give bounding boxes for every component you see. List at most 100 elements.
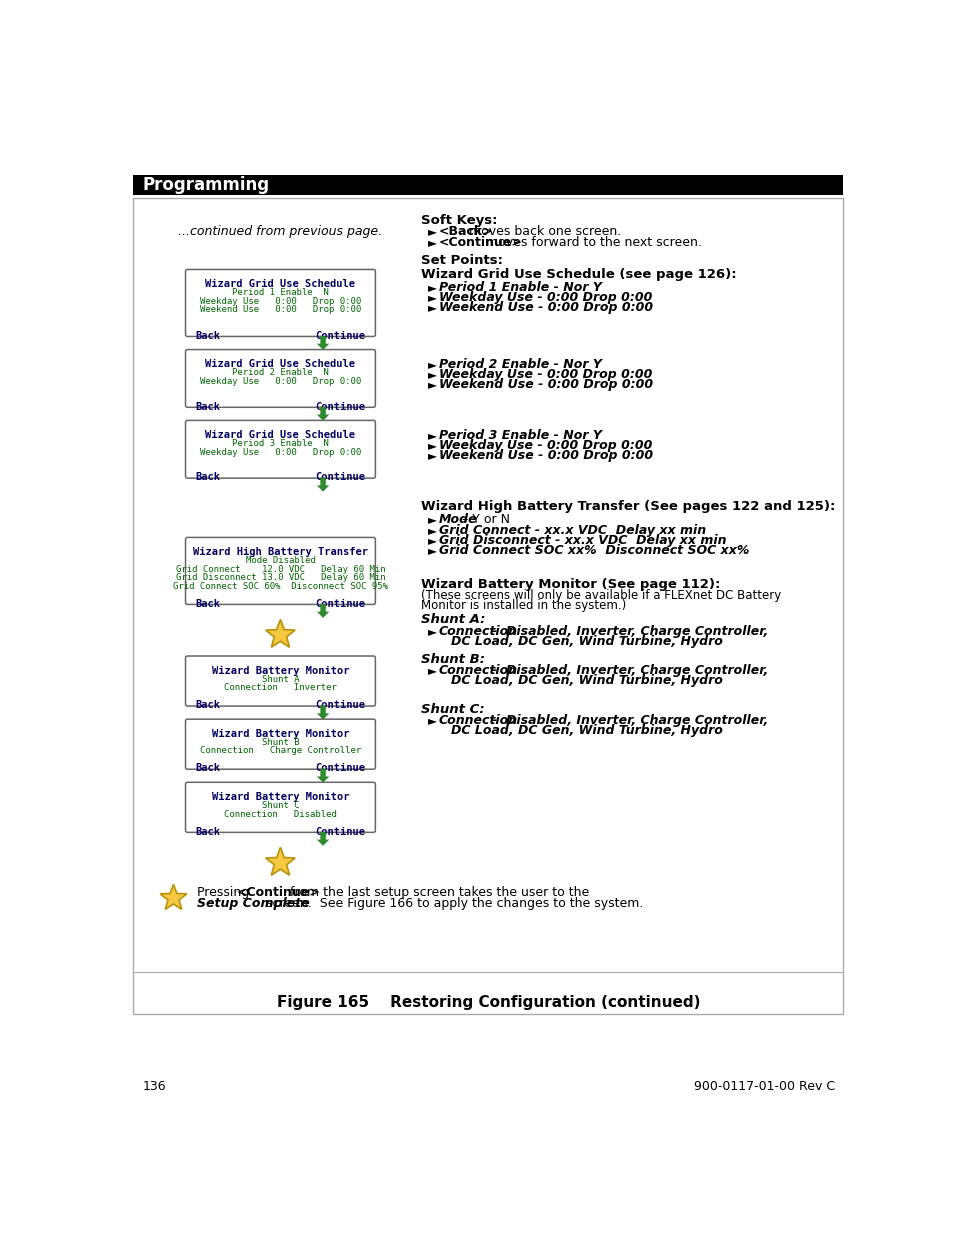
- Text: Weekend Use   0:00   Drop 0:00: Weekend Use 0:00 Drop 0:00: [199, 305, 360, 314]
- Text: ►: ►: [427, 236, 436, 249]
- Polygon shape: [316, 769, 329, 783]
- Text: Wizard Battery Monitor: Wizard Battery Monitor: [212, 666, 349, 676]
- Polygon shape: [316, 478, 329, 492]
- Text: ►: ►: [427, 664, 436, 677]
- Text: Grid Disconnect - xx.x VDC  Delay xx min: Grid Disconnect - xx.x VDC Delay xx min: [438, 534, 725, 547]
- Text: Continue: Continue: [315, 472, 365, 483]
- Text: ►: ►: [427, 291, 436, 304]
- Text: moves forward to the next screen.: moves forward to the next screen.: [482, 236, 701, 249]
- Text: Back: Back: [195, 826, 220, 836]
- FancyBboxPatch shape: [185, 782, 375, 832]
- Text: Weekday Use - 0:00 Drop 0:00: Weekday Use - 0:00 Drop 0:00: [438, 440, 651, 452]
- Text: ►: ►: [427, 225, 436, 238]
- Text: Continue: Continue: [315, 599, 365, 609]
- Text: (These screens will only be available if a FLEXnet DC Battery: (These screens will only be available if…: [421, 589, 781, 603]
- Text: Shunt A: Shunt A: [261, 674, 299, 684]
- Text: Connection   Inverter: Connection Inverter: [224, 683, 336, 693]
- Text: 136: 136: [142, 1079, 166, 1093]
- Text: Period 2 Enable  N: Period 2 Enable N: [232, 368, 329, 378]
- Text: <Back>: <Back>: [438, 225, 493, 238]
- Text: Weekday Use - 0:00 Drop 0:00: Weekday Use - 0:00 Drop 0:00: [438, 368, 651, 382]
- PathPatch shape: [266, 620, 294, 647]
- Text: ►: ►: [427, 282, 436, 294]
- Text: Continue: Continue: [315, 331, 365, 341]
- Text: Connection: Connection: [438, 664, 517, 677]
- Text: Wizard High Battery Transfer: Wizard High Battery Transfer: [193, 547, 368, 557]
- Text: Figure 165    Restoring Configuration (continued): Figure 165 Restoring Configuration (cont…: [277, 995, 700, 1010]
- Text: Back: Back: [195, 700, 220, 710]
- Text: ►: ►: [427, 358, 436, 372]
- Text: Back: Back: [195, 599, 220, 609]
- Text: Programming: Programming: [142, 177, 270, 194]
- FancyBboxPatch shape: [185, 719, 375, 769]
- Text: moves back one screen.: moves back one screen.: [464, 225, 620, 238]
- Polygon shape: [316, 832, 329, 846]
- Text: –  Disabled, Inverter, Charge Controller,: – Disabled, Inverter, Charge Controller,: [491, 714, 768, 727]
- Text: –  Disabled, Inverter, Charge Controller,: – Disabled, Inverter, Charge Controller,: [491, 625, 768, 637]
- Text: Shunt C:: Shunt C:: [421, 703, 485, 715]
- Polygon shape: [316, 705, 329, 720]
- Text: Weekday Use   0:00   Drop 0:00: Weekday Use 0:00 Drop 0:00: [199, 296, 360, 306]
- Text: Period 1 Enable  N: Period 1 Enable N: [232, 288, 329, 298]
- Text: Shunt A:: Shunt A:: [421, 614, 485, 626]
- Text: ►: ►: [427, 514, 436, 526]
- Text: Connection   Disabled: Connection Disabled: [224, 810, 336, 819]
- Text: DC Load, DC Gen, Wind Turbine, Hydro: DC Load, DC Gen, Wind Turbine, Hydro: [451, 635, 722, 648]
- Text: ►: ►: [427, 543, 436, 557]
- Text: Grid Connect - xx.x VDC  Delay xx min: Grid Connect - xx.x VDC Delay xx min: [438, 524, 705, 537]
- FancyBboxPatch shape: [185, 269, 375, 336]
- Text: Continue: Continue: [315, 826, 365, 836]
- Text: Soft Keys:: Soft Keys:: [421, 214, 497, 227]
- Text: Weekday Use   0:00   Drop 0:00: Weekday Use 0:00 Drop 0:00: [199, 448, 360, 457]
- PathPatch shape: [160, 884, 187, 909]
- Text: <Continue>: <Continue>: [438, 236, 521, 249]
- Text: Back: Back: [195, 472, 220, 483]
- Text: ►: ►: [427, 524, 436, 537]
- Text: Shunt B: Shunt B: [261, 739, 299, 747]
- Text: Connection: Connection: [438, 714, 517, 727]
- Text: DC Load, DC Gen, Wind Turbine, Hydro: DC Load, DC Gen, Wind Turbine, Hydro: [451, 724, 722, 737]
- Text: DC Load, DC Gen, Wind Turbine, Hydro: DC Load, DC Gen, Wind Turbine, Hydro: [451, 674, 722, 687]
- Text: ►: ►: [427, 714, 436, 727]
- Text: Weekend Use - 0:00 Drop 0:00: Weekend Use - 0:00 Drop 0:00: [438, 450, 652, 462]
- Text: Back: Back: [195, 331, 220, 341]
- Text: Continue: Continue: [315, 700, 365, 710]
- Text: Back: Back: [195, 401, 220, 411]
- Text: Weekend Use - 0:00 Drop 0:00: Weekend Use - 0:00 Drop 0:00: [438, 301, 652, 315]
- Text: – Y or N: – Y or N: [461, 514, 509, 526]
- Text: screen.  See Figure 166 to apply the changes to the system.: screen. See Figure 166 to apply the chan…: [261, 897, 642, 910]
- Text: Mode Disabled: Mode Disabled: [245, 556, 315, 566]
- Text: Wizard Battery Monitor: Wizard Battery Monitor: [212, 792, 349, 802]
- Bar: [133, 199, 842, 1014]
- Text: <Continue>: <Continue>: [236, 885, 320, 899]
- Text: Connection   Charge Controller: Connection Charge Controller: [199, 746, 360, 756]
- Text: Period 3 Enable - Nor Y: Period 3 Enable - Nor Y: [438, 430, 600, 442]
- Text: Continue: Continue: [315, 401, 365, 411]
- FancyBboxPatch shape: [185, 350, 375, 408]
- Text: ►: ►: [427, 625, 436, 637]
- Polygon shape: [316, 406, 329, 421]
- Text: Shunt B:: Shunt B:: [421, 652, 485, 666]
- Text: Grid Connect    12.0 VDC   Delay 60 Min: Grid Connect 12.0 VDC Delay 60 Min: [175, 564, 385, 574]
- Polygon shape: [316, 336, 329, 350]
- FancyBboxPatch shape: [185, 537, 375, 604]
- Text: –  Disabled, Inverter, Charge Controller,: – Disabled, Inverter, Charge Controller,: [491, 664, 768, 677]
- Bar: [133, 175, 842, 195]
- Text: Back: Back: [195, 763, 220, 773]
- Text: 900-0117-01-00 Rev C: 900-0117-01-00 Rev C: [694, 1079, 835, 1093]
- Text: Wizard Grid Use Schedule: Wizard Grid Use Schedule: [205, 359, 355, 369]
- Text: Shunt C: Shunt C: [261, 802, 299, 810]
- Polygon shape: [316, 604, 329, 618]
- Text: Grid Connect SOC 60%  Disconnect SOC 95%: Grid Connect SOC 60% Disconnect SOC 95%: [172, 582, 388, 590]
- Text: Set Points:: Set Points:: [421, 254, 503, 268]
- FancyBboxPatch shape: [185, 420, 375, 478]
- Text: Continue: Continue: [315, 763, 365, 773]
- Text: ►: ►: [427, 450, 436, 462]
- Text: ►: ►: [427, 301, 436, 315]
- Text: Weekend Use - 0:00 Drop 0:00: Weekend Use - 0:00 Drop 0:00: [438, 378, 652, 391]
- Text: Weekday Use - 0:00 Drop 0:00: Weekday Use - 0:00 Drop 0:00: [438, 291, 651, 304]
- Text: from the last setup screen takes the user to the: from the last setup screen takes the use…: [286, 885, 589, 899]
- Text: ►: ►: [427, 534, 436, 547]
- Text: Period 2 Enable - Nor Y: Period 2 Enable - Nor Y: [438, 358, 600, 372]
- Text: Wizard High Battery Transfer (See pages 122 and 125):: Wizard High Battery Transfer (See pages …: [421, 500, 835, 513]
